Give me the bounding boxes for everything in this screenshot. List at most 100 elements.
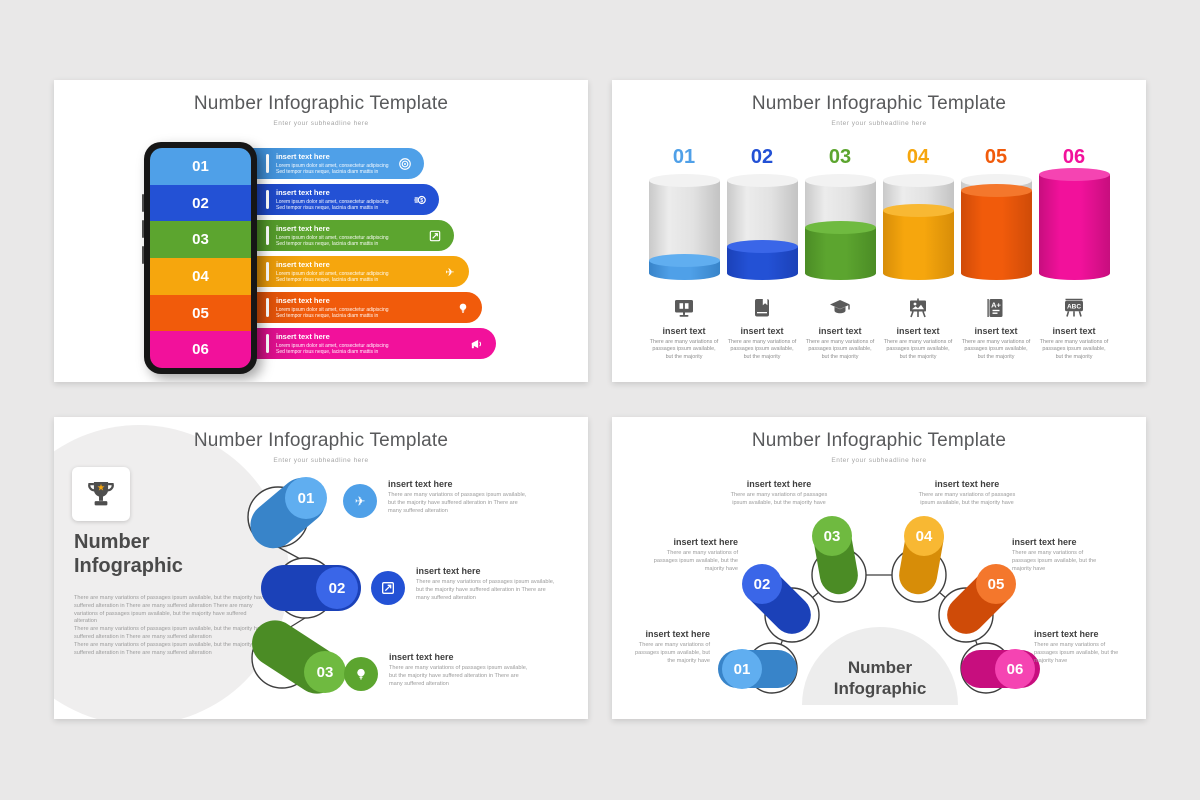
target-icon	[398, 157, 412, 171]
center-title-line1: Number	[848, 658, 913, 677]
plane-icon	[352, 493, 368, 509]
column-number: 06	[1062, 146, 1086, 168]
megaphone-icon	[470, 337, 484, 351]
phone-band-2: 02	[150, 184, 251, 222]
column-label: insert text	[740, 326, 784, 336]
item-icon-circle	[343, 484, 377, 518]
column-desc: There are many variations of passages ip…	[649, 339, 719, 360]
arc-item-1-text: insert text here There are many variatio…	[635, 629, 710, 664]
column-number: 04	[906, 146, 930, 168]
section-heading: Number Infographic	[74, 531, 183, 577]
bar-divider	[266, 190, 269, 209]
bar-line1: Lorem ipsum dolor sit amet, consectetur …	[276, 342, 389, 349]
column-label: insert text	[974, 326, 1018, 336]
cylinder-column-2: 02 insert text There are many variations…	[726, 144, 798, 361]
bar-divider	[266, 226, 269, 245]
bar-line2: Sed tempor risus neque, lacinia diam mat…	[276, 241, 379, 247]
bar-line2: Sed tempor risus neque, lacinia diam mat…	[276, 169, 379, 175]
bar-heading: insert text here	[276, 332, 330, 341]
slide-subtitle: Enter your subheadline here	[273, 457, 369, 464]
monitor-learning-icon	[672, 296, 696, 320]
chain-diagram: 01 02 03	[247, 477, 361, 694]
bulb-icon	[456, 301, 470, 315]
phone-band-4: 04	[150, 258, 251, 295]
section-paragraph: There are many variations of passages ip…	[74, 595, 266, 656]
slide-phone-bars: Number Infographic Template Enter your s…	[54, 80, 588, 382]
phone-band-3: 03	[150, 221, 251, 259]
bar-line1: Lorem ipsum dolor sit amet, consectetur …	[276, 270, 389, 277]
bar-divider	[266, 334, 269, 353]
cylinder-fill	[804, 220, 876, 280]
cylinder-gauge	[804, 174, 876, 280]
column-number: 02	[750, 146, 774, 168]
bar-line1: Lorem ipsum dolor sit amet, consectetur …	[276, 306, 389, 313]
cylinder-gauge	[882, 174, 954, 280]
bar-line2: Sed tempor risus neque, lacinia diam mat…	[276, 313, 379, 319]
slide-title: Number Infographic Template	[193, 93, 449, 114]
item-icon-circle	[344, 657, 378, 691]
arc-number-6: 06	[1007, 661, 1024, 678]
cylinder-fill	[726, 239, 798, 280]
cylinder-column-3: 03 insert text There are many variations…	[804, 144, 876, 361]
arc-item-3-text: insert text here There are many variatio…	[730, 479, 828, 506]
grade-book-icon	[984, 296, 1008, 320]
easel-board-icon	[906, 296, 930, 320]
chain-item-2-text: insert text here There are many variatio…	[416, 566, 555, 601]
chart-icon	[428, 229, 442, 243]
cylinder-fill	[1038, 167, 1110, 280]
cylinder-gauge	[960, 174, 1032, 280]
cylinder-fill	[960, 184, 1032, 280]
bar-divider	[266, 154, 269, 173]
bar-divider	[266, 298, 269, 317]
column-desc: There are many variations of passages ip…	[727, 339, 797, 360]
column-label: insert text	[662, 326, 706, 336]
graduation-icon	[828, 296, 852, 320]
cylinder-gauge	[648, 174, 720, 280]
slide-subtitle: Enter your subheadline here	[831, 457, 927, 464]
column-desc: There are many variations of passages ip…	[961, 339, 1031, 360]
cylinder-column-6: 06 insert text There are many variations…	[1038, 144, 1110, 361]
bookmark-book-icon	[750, 296, 774, 320]
cylinder-gauge	[1038, 167, 1110, 280]
phone-band-1: 01	[150, 148, 251, 185]
arc-item-4-text: insert text here There are many variatio…	[918, 479, 1016, 506]
center-title-line2: Infographic	[834, 679, 927, 698]
abc-board-icon	[1062, 296, 1086, 320]
slide-title: Number Infographic Template	[751, 430, 1007, 451]
cylinder-fill	[648, 254, 720, 280]
bar-divider	[266, 262, 269, 281]
phone-band-5: 05	[150, 294, 251, 332]
cylinder-gauge	[726, 174, 798, 280]
arc-number-3: 03	[824, 528, 841, 545]
column-label: insert text	[818, 326, 862, 336]
chain-number-2: 02	[329, 580, 346, 597]
column-desc: There are many variations of passages ip…	[883, 339, 953, 360]
bar-line2: Sed tempor risus neque, lacinia diam mat…	[276, 349, 379, 355]
bar-line1: Lorem ipsum dolor sit amet, consectetur …	[276, 162, 389, 169]
slide-cylinders: Number Infographic Template Enter your s…	[612, 80, 1146, 382]
bar-heading: insert text here	[276, 296, 330, 305]
slide-subtitle: Enter your subheadline here	[831, 120, 927, 127]
bar-line1: Lorem ipsum dolor sit amet, consectetur …	[276, 234, 389, 241]
column-label: insert text	[1052, 326, 1096, 336]
arc-item-6-text: insert text here There are many variatio…	[1034, 629, 1119, 664]
bar-heading: insert text here	[276, 260, 330, 269]
bar-line1: Lorem ipsum dolor sit amet, consectetur …	[276, 198, 389, 205]
column-number: 01	[672, 146, 696, 168]
smartphone-mockup: 01 02 03 04 05 06	[142, 142, 257, 374]
arc-diagram: Number Infographic 01 02 03 04 05 06	[718, 516, 1040, 705]
slide-vertical-chain: Number Infographic Template Enter your s…	[54, 417, 588, 719]
column-desc: There are many variations of passages ip…	[1039, 339, 1109, 360]
bulb-icon	[353, 666, 369, 682]
column-label: insert text	[896, 326, 940, 336]
chain-item-1-text: insert text here There are many variatio…	[388, 479, 527, 514]
chart-icon	[380, 580, 396, 596]
item-icon-circle	[371, 571, 405, 605]
slide-title: Number Infographic Template	[751, 93, 1007, 114]
bar-line2: Sed tempor risus neque, lacinia diam mat…	[276, 277, 379, 283]
slide-semicircle-arc: Number Infographic Template Enter your s…	[612, 417, 1146, 719]
plane-icon	[443, 265, 457, 279]
arc-number-1: 01	[734, 661, 751, 678]
arc-item-2-text: insert text here There are many variatio…	[653, 537, 738, 572]
